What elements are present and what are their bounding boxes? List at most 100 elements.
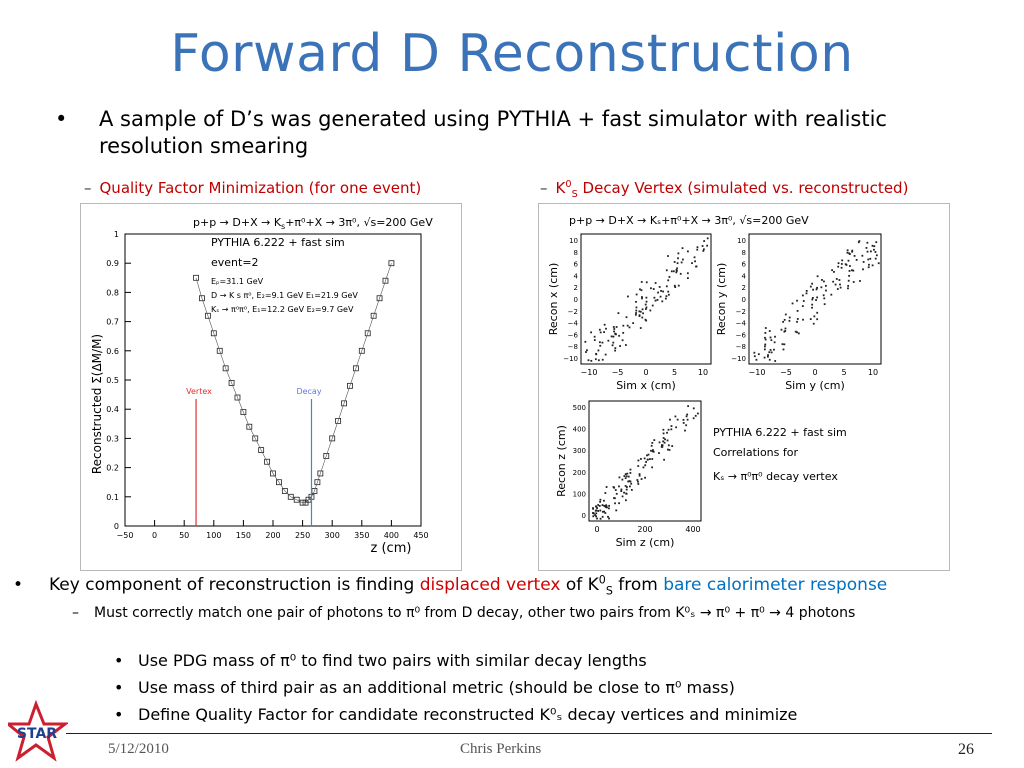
scatter-point — [838, 279, 841, 281]
scatter-point — [833, 270, 835, 273]
data-point — [370, 312, 377, 319]
scatter-point — [590, 359, 593, 362]
scatter-point — [694, 260, 696, 263]
scatter-point — [816, 318, 819, 321]
scatter-point — [675, 271, 678, 274]
scatter-point — [861, 254, 864, 257]
scatter-point — [651, 450, 654, 453]
scatter-point — [764, 332, 767, 334]
scatter-point — [768, 351, 771, 354]
scatter-point — [696, 412, 699, 415]
scatter-point — [652, 449, 654, 451]
scatter-point — [659, 295, 662, 298]
scatter-point — [848, 274, 851, 277]
scatter-point — [662, 437, 665, 439]
scatter-point — [774, 360, 777, 362]
data-point — [252, 435, 259, 442]
scatter-point — [640, 289, 643, 292]
scatter-point — [801, 294, 804, 297]
tick-label: −10 — [749, 368, 766, 377]
x-tick-label: 0 — [152, 531, 157, 540]
caption-right: – K0S Decay Vertex (simulated vs. reconst… — [540, 179, 909, 200]
scatter-point — [796, 320, 798, 323]
scatter-point — [644, 303, 647, 306]
scatter-point — [816, 311, 819, 314]
data-point — [376, 295, 383, 302]
y-tick-label: 0 — [114, 522, 119, 531]
scatter-point — [641, 297, 643, 300]
scatter-point — [767, 355, 769, 358]
scatter-point — [791, 302, 794, 305]
right-legend: PYTHIA 6.222 + fast sim Correlations for K… — [713, 426, 847, 483]
scatter-point — [625, 488, 628, 491]
scatter-point — [702, 249, 705, 252]
legend-line: Correlations for — [713, 446, 798, 459]
scatter-point — [626, 324, 629, 327]
scatter-point — [595, 515, 597, 518]
scatter-point — [769, 336, 772, 339]
scatter-point — [867, 266, 870, 269]
tick-label: 300 — [573, 447, 586, 455]
scatter-point — [862, 268, 864, 271]
data-point — [358, 347, 365, 354]
data-point — [314, 479, 321, 486]
scatter-point — [686, 413, 689, 416]
scatter-frame — [588, 400, 702, 522]
legend-line: Kₛ → π⁰π⁰ decay vertex — [713, 470, 838, 483]
scatter-point — [815, 288, 818, 291]
tick-label: 5 — [841, 368, 846, 377]
scatter-point — [654, 282, 657, 284]
data-point — [364, 330, 371, 337]
scatter-point — [598, 328, 601, 331]
scatter-point — [811, 282, 813, 285]
scatter-xlabel: Sim y (cm) — [785, 379, 845, 392]
scatter-point — [635, 293, 638, 296]
data-point — [210, 330, 217, 337]
scatter-point — [613, 330, 615, 333]
scatter-point — [660, 289, 662, 292]
x-tick-label: 100 — [206, 531, 221, 540]
tick-label: 0 — [582, 512, 586, 520]
data-point — [216, 347, 223, 354]
bullet-dot: • — [55, 107, 68, 131]
scatter-point — [681, 247, 684, 250]
scatter-point — [641, 316, 644, 319]
scatter-point — [816, 275, 819, 278]
tick-label: 200 — [637, 525, 652, 534]
scatter-point — [669, 418, 671, 421]
scatter-point — [774, 335, 776, 338]
scatter-point — [627, 480, 630, 483]
scatter-point — [847, 259, 850, 262]
y-tick-label: 0.6 — [106, 347, 119, 356]
scatter-point — [599, 331, 602, 334]
scatter-point — [637, 465, 640, 467]
scatter-point — [590, 331, 593, 334]
data-point — [352, 365, 359, 372]
scatter-point — [612, 335, 615, 338]
scatter-point — [624, 473, 627, 476]
scatter-point — [654, 299, 657, 302]
scatter-point — [825, 289, 827, 292]
scatter-point — [802, 300, 805, 302]
scatter-point — [859, 280, 861, 282]
scatter-point — [635, 309, 638, 312]
scatter-point — [649, 458, 651, 460]
x-tick-label: 300 — [325, 531, 340, 540]
scatter-point — [691, 262, 693, 265]
scatter-point — [645, 461, 647, 463]
scatter-point — [645, 281, 648, 284]
scatter-point — [823, 297, 826, 300]
scatter-point — [665, 285, 668, 288]
y-tick-label: 0.9 — [106, 259, 119, 268]
data-point — [222, 365, 229, 372]
data-point — [388, 260, 395, 267]
scatter-point — [667, 255, 669, 257]
scatter-point — [641, 296, 643, 298]
data-point — [341, 400, 347, 407]
scatter-point — [608, 504, 611, 507]
scatter-point — [816, 296, 819, 299]
scatter-point — [835, 278, 838, 280]
scatter-point — [594, 514, 597, 516]
scatter-point — [837, 265, 840, 268]
tick-label: −8 — [568, 343, 578, 351]
